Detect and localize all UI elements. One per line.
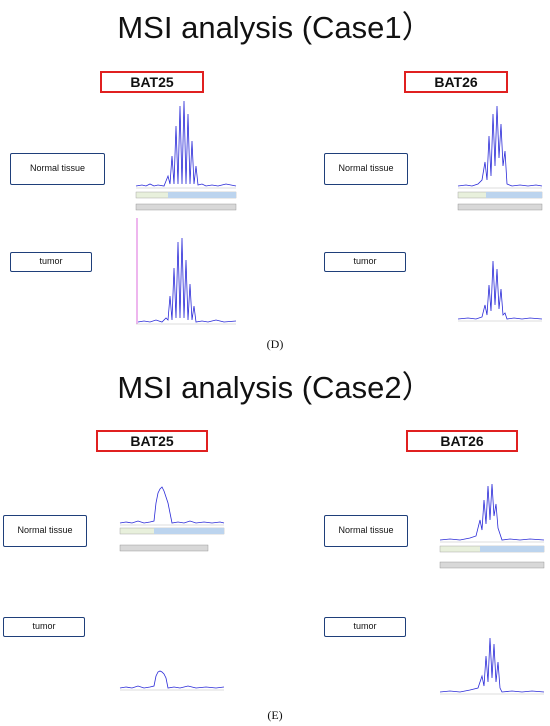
panel-e-bat26-tumor-electropherogram [439,637,545,695]
panel-d-bat25-normal-electropherogram [135,100,237,211]
panel-e-tumor-label: tumor [3,617,85,637]
panel-d-bat26-label: BAT26 [404,71,508,93]
panel-e-bat26-normal-peak-trace [439,483,545,541]
panel-e-normal-tissue-label: Normal tissue [3,515,87,547]
panel-d-bat26-tumor-electropherogram [457,260,543,322]
panel-e-label: (E) [267,708,283,722]
panel-d-bat26-normal-peak-trace [457,105,543,187]
panel-e-bat26-label: BAT26 [406,430,518,452]
panel-e-bat26-tumor-label: tumor [324,617,406,637]
panel-d-bat26-tumor-peak-trace [457,260,543,320]
panel-d-bat25-tumor-electropherogram [136,218,237,325]
panel-e-bat25-tumor-electropherogram [119,670,225,691]
panel-e-bat26-normal-tissue-label: Normal tissue [324,515,408,547]
panel-e-bat25-tumor-peak-trace [119,670,225,689]
panel-e-title: MSI analysis (Case2） [117,370,433,405]
panel-e-bat25-label: BAT25 [96,430,208,452]
panel-d-bat25-normal-peak-trace [135,100,237,187]
panel-e-bat25-normal-electropherogram [119,486,225,552]
panel-e-bat26-normal-electropherogram [439,483,545,569]
panel-d-title: MSI analysis (Case1） [117,10,433,45]
panel-e-bat26-tumor-peak-trace [439,637,545,693]
panel-d-bat26-normal-tissue-label: Normal tissue [324,153,408,185]
panel-d-bat26-normal-electropherogram [457,105,543,211]
panel-e-bat25-normal-peak-trace [119,486,225,524]
panel-d-normal-tissue-label: Normal tissue [10,153,105,185]
panel-d-tumor-label: tumor [10,252,92,272]
panel-d-bat25-label: BAT25 [100,71,204,93]
panel-d-label: (D) [266,337,284,351]
panel-d-bat25-tumor-peak-trace [137,237,237,323]
panel-d-bat26-tumor-label: tumor [324,252,406,272]
